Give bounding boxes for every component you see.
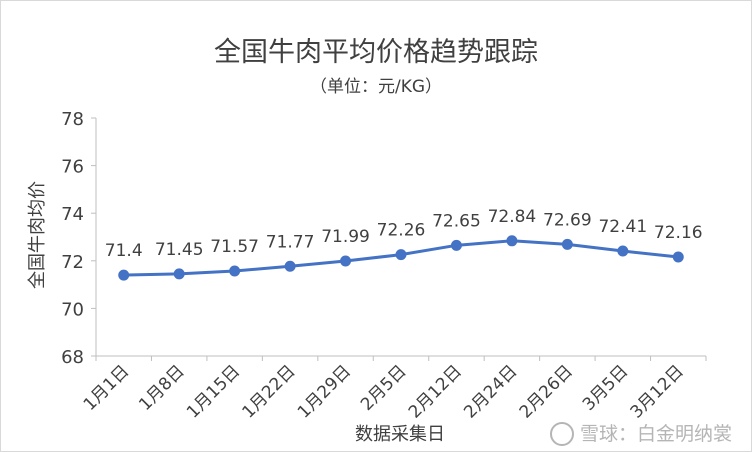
- x-tick-label: 2月26日: [516, 361, 577, 422]
- data-point: [617, 245, 629, 257]
- x-tick-label: 1月15日: [183, 361, 244, 422]
- y-axis-label: 全国牛肉均价: [27, 181, 48, 289]
- x-tick-label: 3月12日: [627, 361, 688, 422]
- data-label: 71.99: [321, 227, 370, 247]
- y-tick-label: 76: [61, 157, 84, 178]
- x-tick-label: 1月1日: [80, 361, 133, 414]
- data-label: 71.77: [266, 232, 315, 252]
- data-label: 72.41: [598, 217, 647, 237]
- watermark: 雪球：白金明纳裳: [549, 419, 732, 446]
- y-tick-label: 68: [61, 347, 84, 368]
- data-point: [284, 260, 296, 272]
- x-tick-label: 1月29日: [294, 361, 355, 422]
- x-tick-label: 2月5日: [357, 361, 410, 414]
- data-label: 72.69: [543, 210, 592, 230]
- data-point: [672, 251, 684, 263]
- data-label: 71.45: [155, 240, 204, 260]
- data-label: 72.65: [432, 211, 481, 231]
- data-label: 71.57: [210, 237, 259, 257]
- x-tick-label: 3月5日: [579, 361, 632, 414]
- y-tick-label: 70: [61, 299, 84, 320]
- x-tick-label: 1月22日: [238, 361, 299, 422]
- data-label: 72.84: [488, 207, 537, 227]
- chart-title: 全国牛肉平均价格趋势跟踪: [214, 37, 538, 68]
- y-tick-label: 78: [61, 109, 84, 130]
- data-point: [506, 235, 518, 247]
- data-point: [561, 238, 573, 250]
- y-tick-label: 74: [61, 204, 84, 225]
- y-tick-label: 72: [61, 252, 84, 273]
- data-point: [229, 265, 241, 277]
- x-axis-label: 数据采集日: [355, 424, 445, 445]
- data-point: [340, 255, 352, 267]
- chart-subtitle: （单位：元/KG）: [309, 77, 443, 97]
- x-tick-label: 1月8日: [135, 361, 188, 414]
- data-point: [118, 269, 130, 281]
- snowball-logo-icon: [549, 421, 574, 446]
- data-label: 72.16: [654, 223, 703, 243]
- data-label: 72.26: [377, 221, 426, 241]
- data-point: [173, 268, 185, 280]
- x-tick-label: 2月12日: [405, 361, 466, 422]
- x-tick-label: 2月24日: [460, 361, 521, 422]
- data-point: [450, 239, 462, 251]
- data-point: [395, 249, 407, 261]
- watermark-text: 雪球：白金明纳裳: [579, 423, 732, 445]
- data-label: 71.4: [105, 241, 143, 261]
